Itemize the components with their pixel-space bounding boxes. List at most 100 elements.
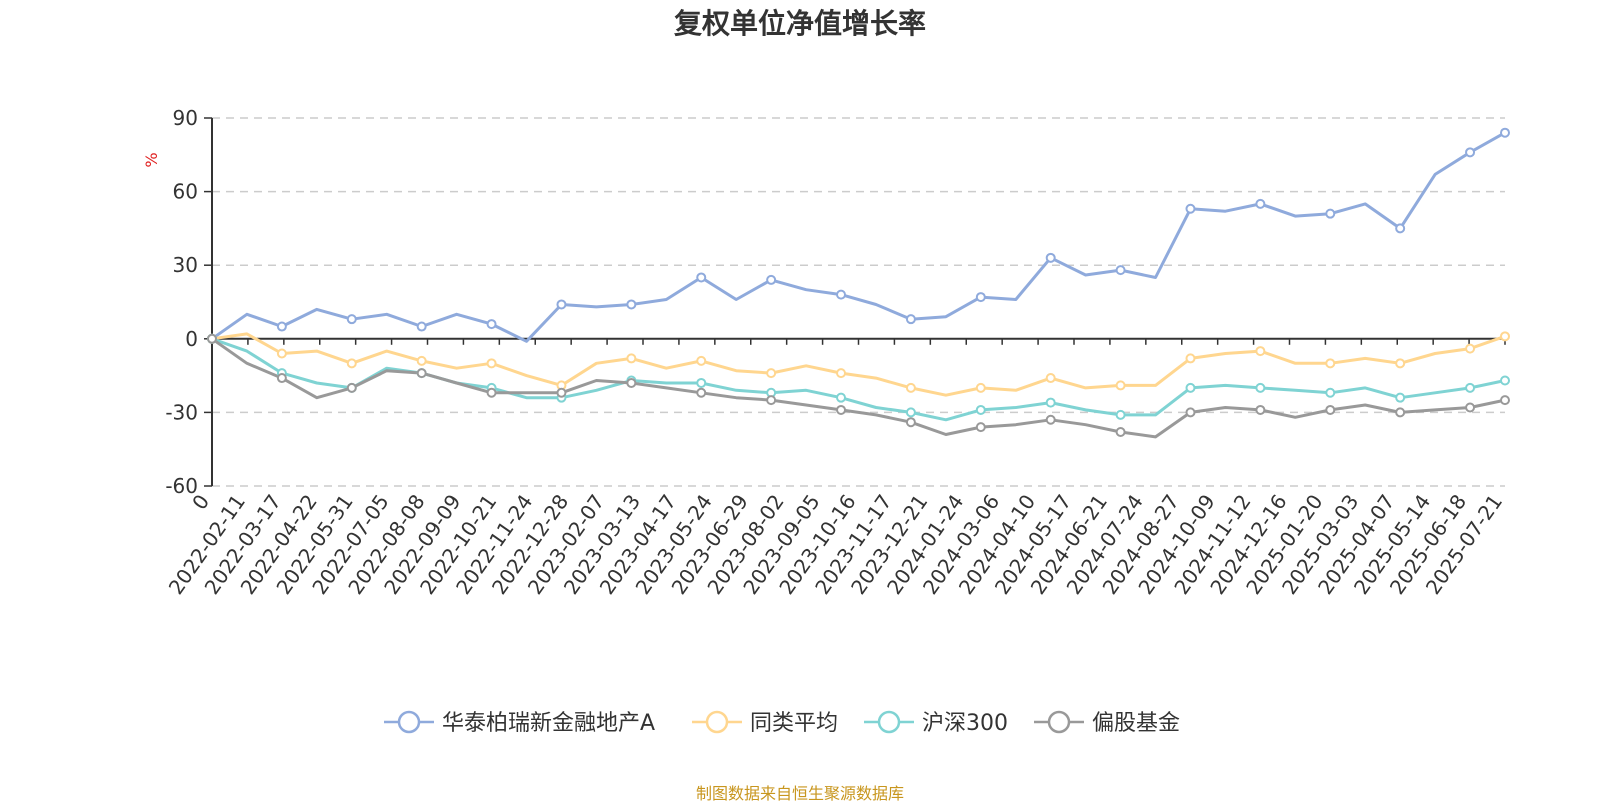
series-point-3 [1115,427,1126,438]
series-lines [211,131,1506,439]
series-point-3 [556,387,567,398]
series-point-3 [1325,404,1336,415]
series-point-3 [1185,407,1196,418]
series-point-3 [696,387,707,398]
legend-item: 同类平均 [692,710,838,736]
series-point-2 [905,407,916,418]
series-point-0 [1115,265,1126,276]
series-point-3 [1500,395,1510,406]
series-point-3 [836,404,847,415]
legend-item: 华泰柏瑞新金融地产A [384,710,655,736]
series-point-3 [1395,407,1406,418]
series-point-0 [696,272,707,283]
series-point-2 [1045,397,1056,408]
legend-marker [705,710,729,734]
series-point-0 [1465,147,1476,158]
series-point-3 [276,373,287,384]
legend-marker [397,710,421,734]
series-point-1 [276,348,287,359]
series-point-0 [905,314,916,325]
series-point-0 [346,314,357,325]
data-source-note: 制图数据来自恒生聚源数据库 [695,784,904,803]
series-point-0 [626,299,637,310]
series-point-1 [975,382,986,393]
series-point-3 [346,382,357,393]
series-point-2 [975,404,986,415]
series-point-3 [207,333,217,344]
series-point-1 [766,368,777,379]
y-tick-label: -30 [165,400,198,424]
series-point-2 [1255,382,1266,393]
legend-marker [1047,710,1071,734]
series-point-1 [1500,331,1510,342]
series-point-1 [1045,373,1056,384]
series-markers [207,127,1510,438]
series-point-0 [1255,198,1266,209]
legend-marker [877,710,901,734]
series-line-3 [211,337,1506,439]
legend-label: 华泰柏瑞新金融地产A [442,711,655,736]
series-point-0 [556,299,567,310]
series-point-0 [1185,203,1196,214]
series-point-1 [1115,380,1126,391]
series-point-2 [1115,409,1126,420]
series-line-0 [211,131,1506,343]
series-point-0 [836,289,847,300]
series-point-3 [486,387,497,398]
series-point-1 [1185,353,1196,364]
series-point-2 [1465,382,1476,393]
series-point-1 [1325,358,1336,369]
series-line-1 [211,332,1506,397]
axes: -60-300306090%02022-02-112022-03-172022-… [142,106,1507,599]
series-point-2 [1325,387,1336,398]
line-chart: -60-300306090%02022-02-112022-03-172022-… [142,106,1510,736]
series-point-1 [905,382,916,393]
y-tick-label: -60 [165,474,198,498]
y-tick-label: 0 [185,327,198,351]
series-point-3 [975,422,986,433]
series-point-1 [836,368,847,379]
series-point-3 [766,395,777,406]
series-point-0 [416,321,427,332]
series-point-2 [1500,375,1510,386]
series-point-3 [416,368,427,379]
legend-label: 偏股基金 [1092,711,1180,736]
series-point-0 [276,321,287,332]
series-point-0 [975,292,986,303]
series-point-2 [1185,382,1196,393]
series-point-0 [1500,127,1510,138]
y-tick-label: 30 [173,253,198,277]
series-line-2 [211,337,1506,422]
legend-label: 沪深300 [922,711,1008,736]
y-tick-label: 60 [173,180,198,204]
series-point-1 [346,358,357,369]
series-point-0 [1395,223,1406,234]
series-point-3 [1255,404,1266,415]
series-point-1 [1395,358,1406,369]
series-point-1 [1255,346,1266,357]
grid-lines [212,117,1505,487]
series-point-3 [626,377,637,388]
chart-title: 复权单位净值增长率 [673,7,926,40]
y-tick-label: 90 [173,106,198,130]
series-point-0 [766,274,777,285]
series-point-0 [1325,208,1336,219]
series-point-3 [1465,402,1476,413]
legend-item: 沪深300 [864,710,1008,736]
y-axis-unit-label: % [142,152,161,167]
series-point-1 [1465,343,1476,354]
series-point-2 [696,377,707,388]
legend-item: 偏股基金 [1034,710,1180,736]
x-tick-label: 0 [187,490,214,514]
series-point-0 [486,319,497,330]
series-point-2 [1395,392,1406,403]
series-point-3 [1045,414,1056,425]
legend-label: 同类平均 [750,711,838,736]
legend: 华泰柏瑞新金融地产A 同类平均 沪深300 偏股基金 [384,710,1180,736]
series-point-1 [626,353,637,364]
series-point-1 [416,355,427,366]
series-point-0 [1045,252,1056,263]
series-point-1 [696,355,707,366]
series-point-2 [836,392,847,403]
series-point-1 [486,358,497,369]
